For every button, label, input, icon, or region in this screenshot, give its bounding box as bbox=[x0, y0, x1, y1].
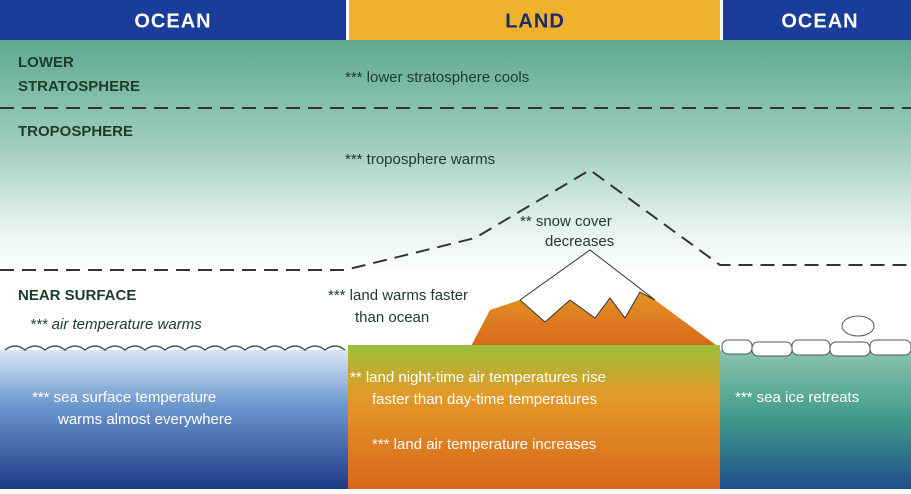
layer-label: NEAR SURFACE bbox=[18, 287, 136, 304]
header-left: OCEAN bbox=[134, 10, 211, 32]
annotation: *** sea surface temperature bbox=[32, 389, 216, 406]
header: OCEAN LAND OCEAN bbox=[0, 0, 911, 40]
annotation: faster than day-time temperatures bbox=[372, 391, 597, 408]
layer-label: TROPOSPHERE bbox=[18, 123, 133, 140]
annotation: warms almost everywhere bbox=[57, 411, 232, 428]
annotation: ** snow cover bbox=[520, 213, 612, 230]
annotation: *** sea ice retreats bbox=[735, 389, 859, 406]
diagram: OCEAN LAND OCEAN LOWER STRATOSPHERE *** … bbox=[0, 0, 911, 489]
layer-label: LOWER bbox=[18, 54, 74, 71]
layer-note: *** troposphere warms bbox=[345, 151, 495, 168]
header-right: OCEAN bbox=[781, 10, 858, 32]
layer-note: *** air temperature warms bbox=[30, 316, 202, 333]
layer-note: *** lower stratosphere cools bbox=[345, 69, 529, 86]
annotation: *** land warms faster bbox=[328, 287, 468, 304]
annotation: ** land night-time air temperatures rise bbox=[350, 369, 606, 386]
header-center: LAND bbox=[505, 10, 565, 32]
annotation: decreases bbox=[545, 233, 614, 250]
annotation: than ocean bbox=[355, 309, 429, 326]
layer-label: STRATOSPHERE bbox=[18, 78, 140, 95]
annotation: *** land air temperature increases bbox=[372, 436, 596, 453]
